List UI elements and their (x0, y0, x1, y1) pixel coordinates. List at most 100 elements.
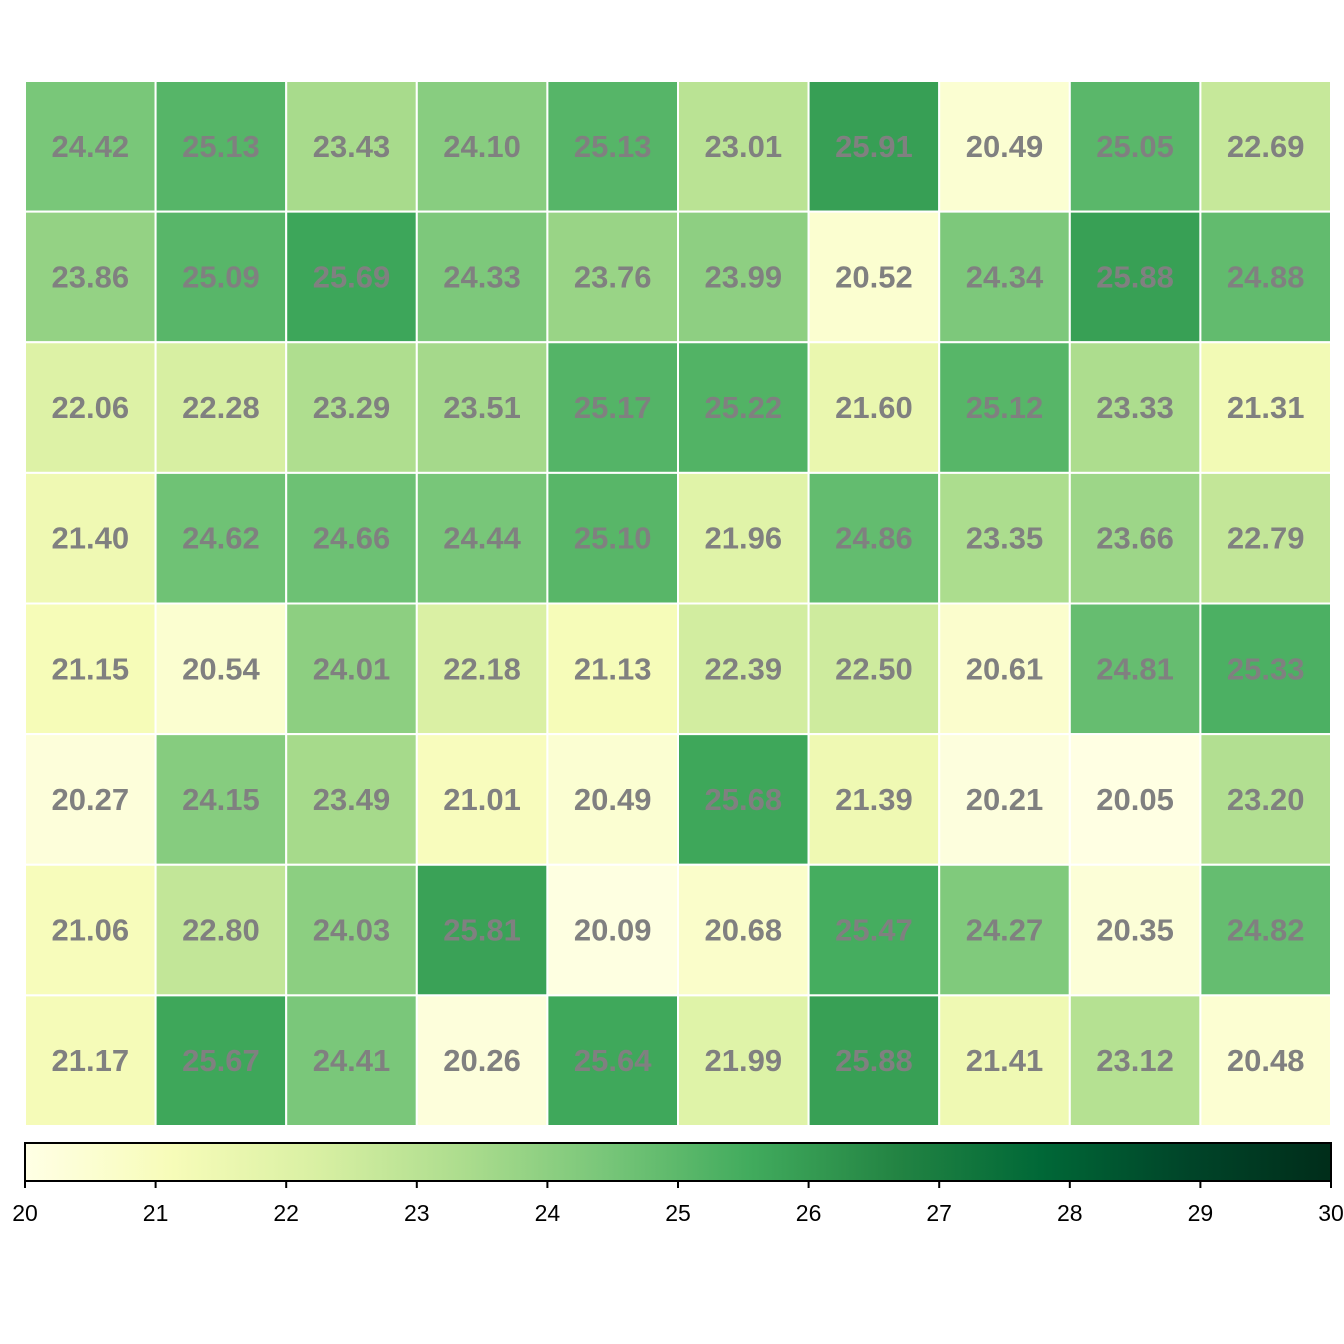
cell-label-r5-c5: 21.13 (574, 651, 652, 686)
cell-label-r2-c3: 25.69 (313, 259, 391, 294)
cell-label-r8-c2: 25.67 (182, 1043, 260, 1078)
cell-label-r6-c9: 20.05 (1096, 782, 1174, 817)
heatmap-cell-r6-c5 (546, 733, 680, 866)
cell-label-r1-c2: 25.13 (182, 129, 260, 164)
cell-label-r1-c7: 25.91 (835, 129, 913, 164)
cell-label-r2-c10: 24.88 (1227, 259, 1305, 294)
cell-label-r1-c3: 23.43 (313, 129, 391, 164)
cell-label-r2-c4: 24.33 (443, 259, 521, 294)
cell-label-r5-c1: 21.15 (52, 651, 130, 686)
cell-label-r4-c3: 24.66 (313, 521, 391, 556)
heatmap-cell-r7-c6 (677, 863, 810, 997)
cell-label-r6-c6: 25.68 (705, 782, 783, 817)
cell-label-r7-c4: 25.81 (443, 913, 521, 948)
heatmap-cell-r1-c4 (415, 80, 549, 213)
cell-label-r3-c4: 23.51 (443, 390, 521, 425)
cell-label-r6-c8: 20.21 (966, 782, 1044, 817)
cell-label-r7-c5: 20.09 (574, 913, 652, 948)
cell-label-r3-c8: 25.12 (966, 390, 1044, 425)
colorbar-tick-label: 26 (796, 1200, 822, 1226)
colorbar-tick-label: 22 (273, 1200, 299, 1226)
cell-label-r1-c6: 23.01 (705, 129, 783, 164)
cell-label-r3-c1: 22.06 (52, 390, 130, 425)
heatmap-cell-r1-c1 (24, 80, 157, 213)
cell-label-r1-c1: 24.42 (52, 129, 130, 164)
heatmap-cell-r8-c8 (938, 994, 1071, 1127)
colorbar-tick-label: 23 (404, 1200, 430, 1226)
heatmap-cell-r1-c10 (1199, 80, 1333, 213)
heatmap-cell-r4-c9 (1068, 471, 1202, 605)
cell-label-r7-c9: 20.35 (1096, 913, 1174, 948)
cell-label-r1-c9: 25.05 (1096, 129, 1174, 164)
heatmap-cell-r6-c4 (415, 733, 549, 866)
heatmap-cell-r5-c9 (1068, 602, 1202, 736)
cell-label-r5-c2: 20.54 (182, 651, 260, 686)
heatmap-cell-r3-c2 (154, 341, 288, 474)
cell-label-r4-c9: 23.66 (1096, 521, 1174, 556)
cell-label-r3-c10: 21.31 (1227, 390, 1305, 425)
cell-label-r8-c6: 21.99 (705, 1043, 783, 1078)
cell-label-r4-c4: 24.44 (443, 521, 521, 556)
heatmap-cell-r3-c9 (1068, 341, 1202, 474)
cell-label-r2-c5: 23.76 (574, 259, 652, 294)
heatmap-cell-r4-c1 (24, 471, 157, 605)
heatmap-cell-r2-c6 (677, 210, 810, 344)
heatmap-cells (24, 80, 1333, 1127)
heatmap-cell-r2-c10 (1199, 210, 1333, 344)
heatmap-cell-r6-c9 (1068, 733, 1202, 866)
heatmap-cell-r1-c2 (154, 80, 288, 213)
cell-label-r7-c6: 20.68 (705, 913, 783, 948)
cell-label-r1-c10: 22.69 (1227, 129, 1305, 164)
cell-label-r1-c5: 25.13 (574, 129, 652, 164)
cell-label-r2-c6: 23.99 (705, 259, 783, 294)
heatmap-cell-r6-c3 (285, 733, 418, 866)
heatmap-cell-r2-c7 (807, 210, 941, 344)
colorbar-tick-label: 29 (1188, 1200, 1214, 1226)
heatmap-cell-r3-c10 (1199, 341, 1333, 474)
heatmap-cell-r8-c5 (546, 994, 680, 1127)
cell-label-r8-c3: 24.41 (313, 1043, 391, 1078)
cell-label-r5-c8: 20.61 (966, 651, 1044, 686)
cell-label-r4-c6: 21.96 (705, 521, 783, 556)
colorbar-tick-label: 25 (665, 1200, 691, 1226)
cell-label-r8-c1: 21.17 (52, 1043, 130, 1078)
heatmap-cell-r3-c8 (938, 341, 1071, 474)
cell-label-r1-c8: 20.49 (966, 129, 1044, 164)
heatmap-cell-r5-c8 (938, 602, 1071, 736)
colorbar-tick-label: 21 (143, 1200, 169, 1226)
cell-label-r6-c2: 24.15 (182, 782, 260, 817)
cell-label-r5-c3: 24.01 (313, 651, 391, 686)
cell-label-r6-c4: 21.01 (443, 782, 521, 817)
colorbar-tick-label: 30 (1318, 1200, 1344, 1226)
heatmap-cell-r1-c6 (677, 80, 810, 213)
cell-label-r7-c3: 24.03 (313, 913, 391, 948)
cell-label-r7-c7: 25.47 (835, 913, 913, 948)
heatmap-cell-r5-c10 (1199, 602, 1333, 736)
cell-label-r5-c4: 22.18 (443, 651, 521, 686)
heatmap-cell-r5-c6 (677, 602, 810, 736)
heatmap-cell-r2-c8 (938, 210, 1071, 344)
heatmap-cell-r7-c9 (1068, 863, 1202, 997)
heatmap-cell-r6-c6 (677, 733, 810, 866)
heatmap-cell-r7-c8 (938, 863, 1071, 997)
cell-label-r8-c7: 25.88 (835, 1043, 913, 1078)
heatmap-cell-r3-c1 (24, 341, 157, 474)
cell-label-r5-c7: 22.50 (835, 651, 913, 686)
cell-label-r6-c10: 23.20 (1227, 782, 1305, 817)
colorbar-tick-label: 28 (1057, 1200, 1083, 1226)
colorbar-tick-label: 20 (12, 1200, 38, 1226)
heatmap-cell-r4-c6 (677, 471, 810, 605)
cell-label-r3-c9: 23.33 (1096, 390, 1174, 425)
heatmap-cell-r8-c4 (415, 994, 549, 1127)
cell-label-r8-c4: 20.26 (443, 1043, 521, 1078)
cell-label-r6-c5: 20.49 (574, 782, 652, 817)
cell-label-r6-c1: 20.27 (52, 782, 130, 817)
cell-label-r2-c9: 25.88 (1096, 259, 1174, 294)
cell-labels: 24.42 25.13 23.43 24.10 25.13 23.01 25.91 20.49… (52, 129, 1305, 1078)
heatmap-cell-r8-c9 (1068, 994, 1202, 1127)
colorbar-tick-label: 24 (535, 1200, 561, 1226)
heatmap-cell-r2-c4 (415, 210, 549, 344)
cell-label-r8-c10: 20.48 (1227, 1043, 1305, 1078)
heatmap-cell-r4-c8 (938, 471, 1071, 605)
